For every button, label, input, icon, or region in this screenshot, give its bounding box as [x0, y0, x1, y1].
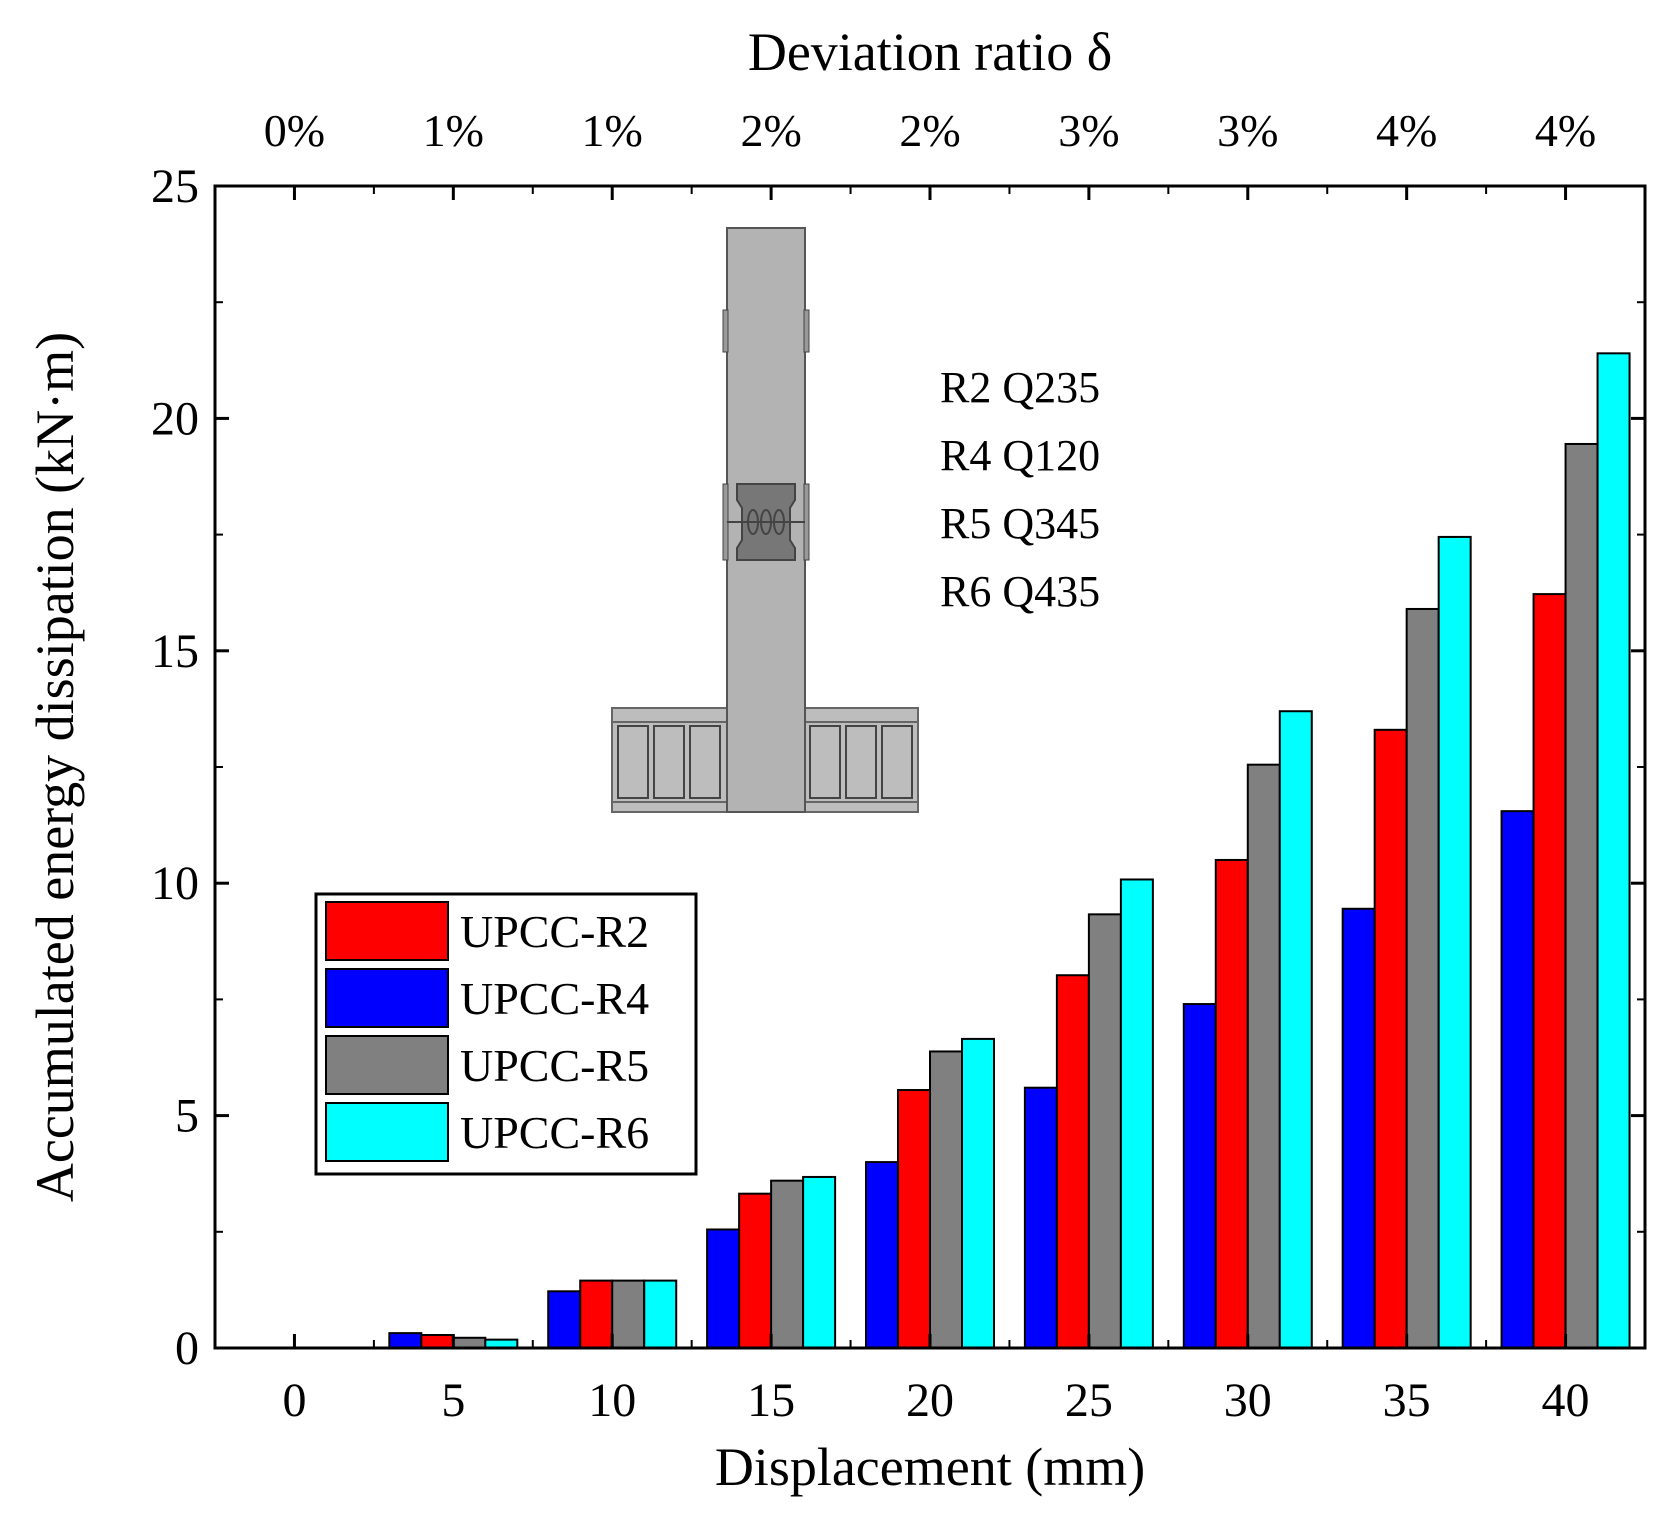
- top-tick-label-7: 4%: [1376, 105, 1437, 156]
- bar-upcc-r6-10: [643, 1279, 678, 1349]
- bar-upcc-r4-35: [1341, 907, 1376, 1349]
- x-tick-label-5: 5: [441, 1374, 465, 1427]
- bar-upcc-r2-40: [1532, 593, 1567, 1349]
- legend-label-upcc-r5: UPCC-R5: [460, 1040, 649, 1091]
- annotation-r6: R6 Q435: [940, 567, 1100, 616]
- top-tick-label-6: 3%: [1217, 105, 1278, 156]
- annotation-r4: R4 Q120: [940, 431, 1100, 480]
- y-tick-label-20: 20: [151, 392, 199, 445]
- legend-label-upcc-r2: UPCC-R2: [460, 906, 649, 957]
- bar-upcc-r5-20: [929, 1050, 963, 1350]
- bar-upcc-r5-40: [1564, 442, 1599, 1349]
- bar-upcc-r2-5: [420, 1333, 455, 1349]
- y-axis-title: Accumulated energy dissipation (kN·m): [25, 332, 85, 1202]
- x-axis-title: Displacement (mm): [715, 1437, 1145, 1497]
- bar-upcc-r4-15: [706, 1228, 741, 1349]
- legend-swatch-upcc-r4: [325, 968, 449, 1028]
- top-tick-label-2: 1%: [582, 105, 643, 156]
- bar-upcc-r6-15: [802, 1175, 837, 1350]
- y-tick-labels: 0 5 10 15 20 25: [151, 160, 199, 1375]
- bar-upcc-r5-25: [1087, 913, 1122, 1349]
- legend: UPCC-R2 UPCC-R4 UPCC-R5 UPCC-R6: [314, 892, 698, 1176]
- bar-upcc-r5-15: [770, 1179, 805, 1349]
- x-tick-label-30: 30: [1224, 1374, 1272, 1427]
- bar-upcc-r5-35: [1405, 607, 1440, 1349]
- x-tick-label-40: 40: [1542, 1374, 1590, 1427]
- y-tick-label-0: 0: [175, 1322, 199, 1375]
- bar-upcc-r5-30: [1246, 763, 1281, 1349]
- top-tick-labels: 0% 1% 1% 2% 2% 3% 3% 4% 4%: [264, 105, 1596, 156]
- top-axis-title: Deviation ratio δ: [748, 22, 1112, 82]
- bar-upcc-r2-20: [897, 1089, 931, 1349]
- bar-upcc-r4-40: [1500, 810, 1535, 1349]
- bar-upcc-r6-40: [1596, 352, 1631, 1349]
- top-tick-label-8: 4%: [1535, 105, 1596, 156]
- bar-upcc-r2-30: [1214, 858, 1249, 1350]
- bar-upcc-r4-25: [1023, 1086, 1058, 1350]
- bar-upcc-r4-20: [865, 1161, 899, 1349]
- material-annotations: R2 Q235 R4 Q120 R5 Q345 R6 Q435: [940, 363, 1100, 616]
- legend-swatch-upcc-r5: [325, 1035, 449, 1095]
- bar-upcc-r2-10: [579, 1279, 614, 1349]
- bar-upcc-r6-30: [1278, 710, 1313, 1349]
- annotation-r5: R5 Q345: [940, 499, 1100, 548]
- annotation-r2: R2 Q235: [940, 363, 1100, 412]
- y-tick-label-10: 10: [151, 857, 199, 910]
- bar-upcc-r6-35: [1437, 535, 1472, 1349]
- bars: [388, 352, 1631, 1350]
- y-tick-label-25: 25: [151, 160, 199, 213]
- top-tick-label-4: 2%: [899, 105, 960, 156]
- bar-upcc-r4-5: [388, 1332, 423, 1349]
- top-tick-label-3: 2%: [740, 105, 801, 156]
- top-tick-label-5: 3%: [1058, 105, 1119, 156]
- top-tick-label-1: 1%: [423, 105, 484, 156]
- y-tick-label-15: 15: [151, 625, 199, 678]
- x-tick-labels: 0 5 10 15 20 25 30 35 40: [282, 1374, 1589, 1427]
- x-tick-label-0: 0: [282, 1374, 306, 1427]
- bar-upcc-r6-20: [961, 1037, 995, 1349]
- x-tick-label-10: 10: [588, 1374, 636, 1427]
- legend-swatch-upcc-r2: [325, 901, 449, 961]
- y-tick-label-5: 5: [175, 1090, 199, 1143]
- x-tick-label-20: 20: [906, 1374, 954, 1427]
- bar-upcc-r4-30: [1182, 1003, 1217, 1349]
- specimen-schematic-icon: [611, 227, 919, 813]
- legend-swatch-upcc-r6: [325, 1102, 449, 1162]
- legend-label-upcc-r4: UPCC-R4: [460, 973, 649, 1024]
- bar-upcc-r2-35: [1373, 728, 1408, 1349]
- bar-upcc-r2-25: [1055, 974, 1090, 1349]
- x-tick-label-25: 25: [1065, 1374, 1113, 1427]
- top-tick-label-0: 0%: [264, 105, 325, 156]
- axis-ticks: [215, 184, 1645, 1350]
- bar-upcc-r4-10: [547, 1290, 582, 1350]
- legend-label-upcc-r6: UPCC-R6: [460, 1107, 649, 1158]
- bar-upcc-r5-5: [452, 1336, 487, 1350]
- bar-upcc-r2-15: [738, 1192, 773, 1349]
- bar-upcc-r5-10: [611, 1279, 646, 1349]
- bar-upcc-r6-25: [1119, 878, 1154, 1350]
- x-tick-label-35: 35: [1383, 1374, 1431, 1427]
- x-tick-label-15: 15: [747, 1374, 795, 1427]
